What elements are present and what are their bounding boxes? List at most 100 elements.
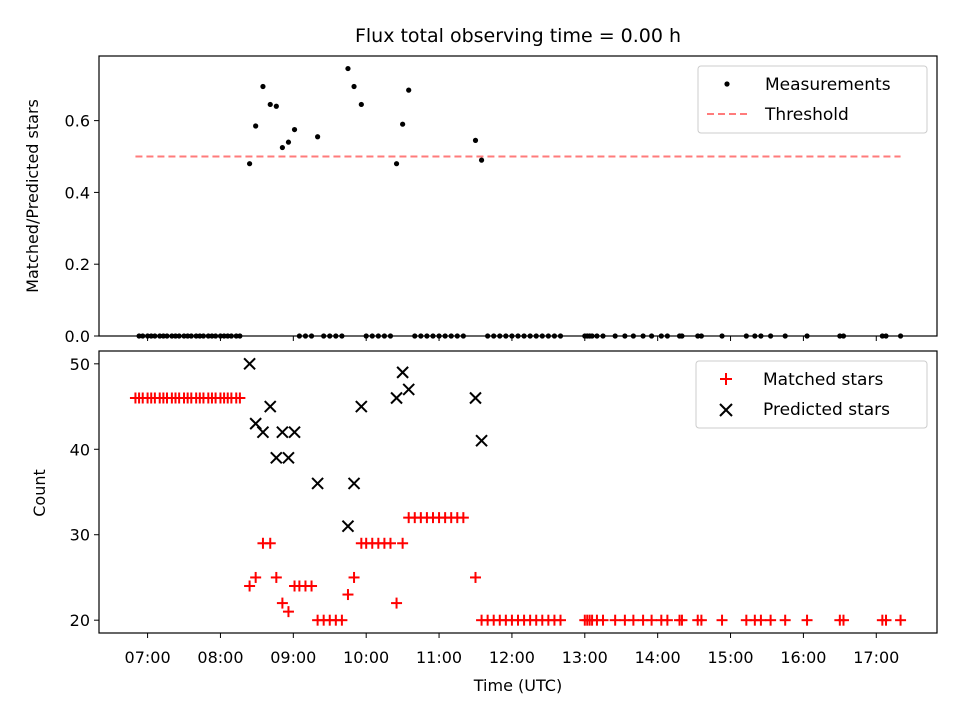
matched-star-point xyxy=(342,589,354,601)
predicted-star-point xyxy=(276,425,289,439)
predicted-star-point xyxy=(355,400,368,413)
predicted-star-point xyxy=(475,434,488,447)
legend-measurements-marker xyxy=(724,81,730,87)
legend-threshold-label: Threshold xyxy=(764,105,849,125)
top-y-tick-label: 0.2 xyxy=(65,255,90,274)
matched-star-point xyxy=(597,614,609,626)
predicted-star-point xyxy=(469,391,482,405)
matched-star-point xyxy=(755,614,767,626)
matched-star-point xyxy=(348,571,360,583)
matched-star-point xyxy=(837,614,849,626)
matched-star-point xyxy=(765,614,777,626)
bottom-y-tick-label: 20 xyxy=(70,611,90,630)
predicted-star-point xyxy=(270,451,283,465)
matched-star-point xyxy=(336,614,348,626)
legend-measurements-label: Measurements xyxy=(765,75,891,95)
matched-star-point xyxy=(469,571,481,583)
x-tick-label: 11:00 xyxy=(416,648,462,667)
bottom-panel: 20 30 40 50 07:00 08:00 09:00 10:00 11:00 12:00 1… xyxy=(30,350,938,695)
matched-star-point xyxy=(391,597,403,609)
bottom-y-tick-label: 50 xyxy=(70,355,90,374)
measurement-point xyxy=(393,161,400,167)
x-tick-label: 10:00 xyxy=(343,648,389,667)
matched-star-point xyxy=(716,614,728,626)
top-y-axis-label: Matched/Predicted stars xyxy=(23,99,42,293)
matched-star-point xyxy=(609,614,621,626)
bottom-y-tick-label: 30 xyxy=(70,526,90,545)
measurement-point xyxy=(406,87,412,93)
matched-star-point xyxy=(646,614,658,626)
top-panel: 0.0 0.2 0.4 0.6 Matched/Predicted stars Mea… xyxy=(23,55,938,346)
measurement-point xyxy=(279,144,285,151)
matched-star-point xyxy=(282,606,294,618)
x-tick-label: 07:00 xyxy=(125,648,171,667)
top-legend: Measurements Threshold xyxy=(697,65,928,134)
predicted-star-point xyxy=(402,383,415,396)
matched-star-point xyxy=(250,571,262,583)
measurement-point xyxy=(478,157,485,163)
measurement-point xyxy=(246,161,253,167)
bottom-legend-box xyxy=(695,360,928,429)
measurement-point xyxy=(273,103,279,109)
measurement-point xyxy=(400,121,406,127)
x-tick-label: 15:00 xyxy=(707,648,753,667)
matched-star-point xyxy=(779,614,791,626)
top-legend-box xyxy=(697,65,928,134)
x-tick-label: 17:00 xyxy=(853,648,899,667)
predicted-star-point xyxy=(341,519,355,533)
top-y-tick-label: 0.4 xyxy=(65,183,90,202)
x-tick-label: 09:00 xyxy=(270,648,316,667)
bottom-legend: Matched stars Predicted stars xyxy=(695,360,928,429)
bottom-axes-frame xyxy=(98,350,938,634)
matched-star-point xyxy=(270,571,282,583)
measurement-point xyxy=(315,134,321,140)
matched-star-point xyxy=(676,614,688,626)
x-tick-label: 08:00 xyxy=(197,648,243,667)
bottom-y-axis-label: Count xyxy=(30,469,49,517)
predicted-star-point xyxy=(264,400,277,413)
x-axis-label: Time (UTC) xyxy=(473,676,562,695)
legend-matched-label: Matched stars xyxy=(763,370,883,390)
matched-star-point xyxy=(555,614,567,626)
x-tick-label: 16:00 xyxy=(780,648,826,667)
matched-star-point xyxy=(306,580,318,592)
legend-matched-marker xyxy=(720,373,732,385)
matched-star-point xyxy=(627,614,639,626)
matched-star-point xyxy=(397,537,409,549)
legend-predicted-marker xyxy=(719,403,733,417)
predicted-star-point xyxy=(282,451,295,465)
predicted-star-point xyxy=(396,366,409,379)
matched-star-point xyxy=(234,392,246,404)
matched-star-point xyxy=(895,614,907,626)
top-y-ticks: 0.0 0.2 0.4 0.6 xyxy=(65,112,99,346)
bottom-y-ticks: 20 30 40 50 xyxy=(70,355,99,630)
bottom-plot-area xyxy=(129,357,907,626)
measurement-point xyxy=(253,123,259,129)
x-tick-label: 13:00 xyxy=(562,648,608,667)
measurement-point xyxy=(345,65,351,72)
top-axes-frame xyxy=(98,55,938,337)
measurement-point xyxy=(351,83,357,90)
predicted-star-point xyxy=(288,425,301,439)
measurement-point xyxy=(285,139,292,145)
matched-star-point xyxy=(244,580,256,592)
matched-star-point xyxy=(264,537,276,549)
measurement-point xyxy=(358,101,364,108)
matched-star-point xyxy=(661,614,673,626)
x-tick-label: 12:00 xyxy=(489,648,535,667)
matched-star-point xyxy=(801,614,813,626)
measurement-point xyxy=(472,137,479,143)
matched-star-point xyxy=(695,614,707,626)
top-y-tick-label: 0.0 xyxy=(65,327,90,346)
matched-star-point xyxy=(880,614,892,626)
matched-star-point xyxy=(384,537,396,549)
chart-title: Flux total observing time = 0.00 h xyxy=(355,25,681,47)
matched-star-point xyxy=(276,597,288,609)
measurement-point xyxy=(291,126,298,133)
legend-predicted-label: Predicted stars xyxy=(763,400,890,420)
predicted-star-point xyxy=(390,391,403,405)
top-y-tick-label: 0.6 xyxy=(65,112,90,131)
predicted-star-point xyxy=(243,357,256,371)
predicted-star-point xyxy=(347,477,361,490)
